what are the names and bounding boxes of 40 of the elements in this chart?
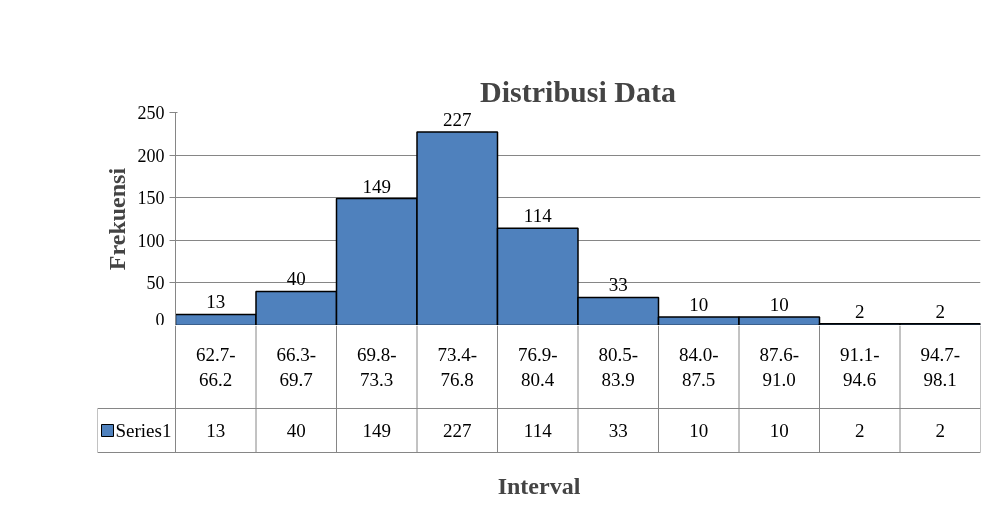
- total-label: 227: [443, 109, 472, 131]
- x-tick-label: 66.3-69.7: [276, 344, 317, 390]
- x-tick-label: 91.1-94.6: [839, 344, 880, 390]
- data-label: 2: [855, 420, 865, 441]
- x-tick-label: 84.0-87.5: [678, 344, 719, 390]
- x-tick-label: 76.9-80.4: [517, 344, 558, 390]
- x-tick-label: 69.8-73.3: [356, 344, 397, 390]
- total-label: 149: [362, 175, 391, 197]
- x-tick-label: 87.6-91.0: [759, 344, 800, 390]
- data-label: 33: [608, 420, 628, 441]
- data-label: 149: [362, 420, 391, 441]
- total-label: 10: [689, 293, 709, 315]
- total-label: 114: [523, 205, 553, 227]
- y-tick-label: 0: [155, 309, 165, 330]
- x-tick-label: 62.7-66.2: [195, 344, 236, 390]
- data-label: 40: [286, 420, 306, 441]
- y-tick-label: 150: [137, 188, 165, 209]
- total-label: 2: [855, 300, 865, 322]
- x-tick-label: 94.7-98.1: [920, 344, 961, 390]
- x-tick-label: 73.4-76.8: [437, 344, 478, 390]
- data-label: 13: [206, 420, 226, 441]
- total-label: 13: [206, 291, 226, 313]
- total-label: 40: [286, 268, 306, 290]
- x-tick-label: 80.5-83.9: [598, 344, 639, 390]
- y-axis-title: Frekuensi: [103, 167, 130, 271]
- data-label: 10: [769, 420, 789, 441]
- y-tick-label: 100: [137, 230, 165, 251]
- data-label: 2: [935, 420, 945, 441]
- total-label: 2: [935, 300, 945, 322]
- legend-label: Series1: [115, 420, 172, 441]
- x-axis-title: Interval: [497, 472, 581, 499]
- chart-title: Distribusi Data: [480, 74, 676, 108]
- total-label: 33: [608, 274, 628, 296]
- total-label: 10: [769, 293, 789, 315]
- data-label: 114: [523, 420, 553, 441]
- data-label: 10: [689, 420, 709, 441]
- y-tick-label: 250: [137, 103, 165, 123]
- y-tick-label: 50: [146, 273, 165, 294]
- y-tick-label: 200: [137, 145, 165, 166]
- data-label: 227: [443, 420, 472, 441]
